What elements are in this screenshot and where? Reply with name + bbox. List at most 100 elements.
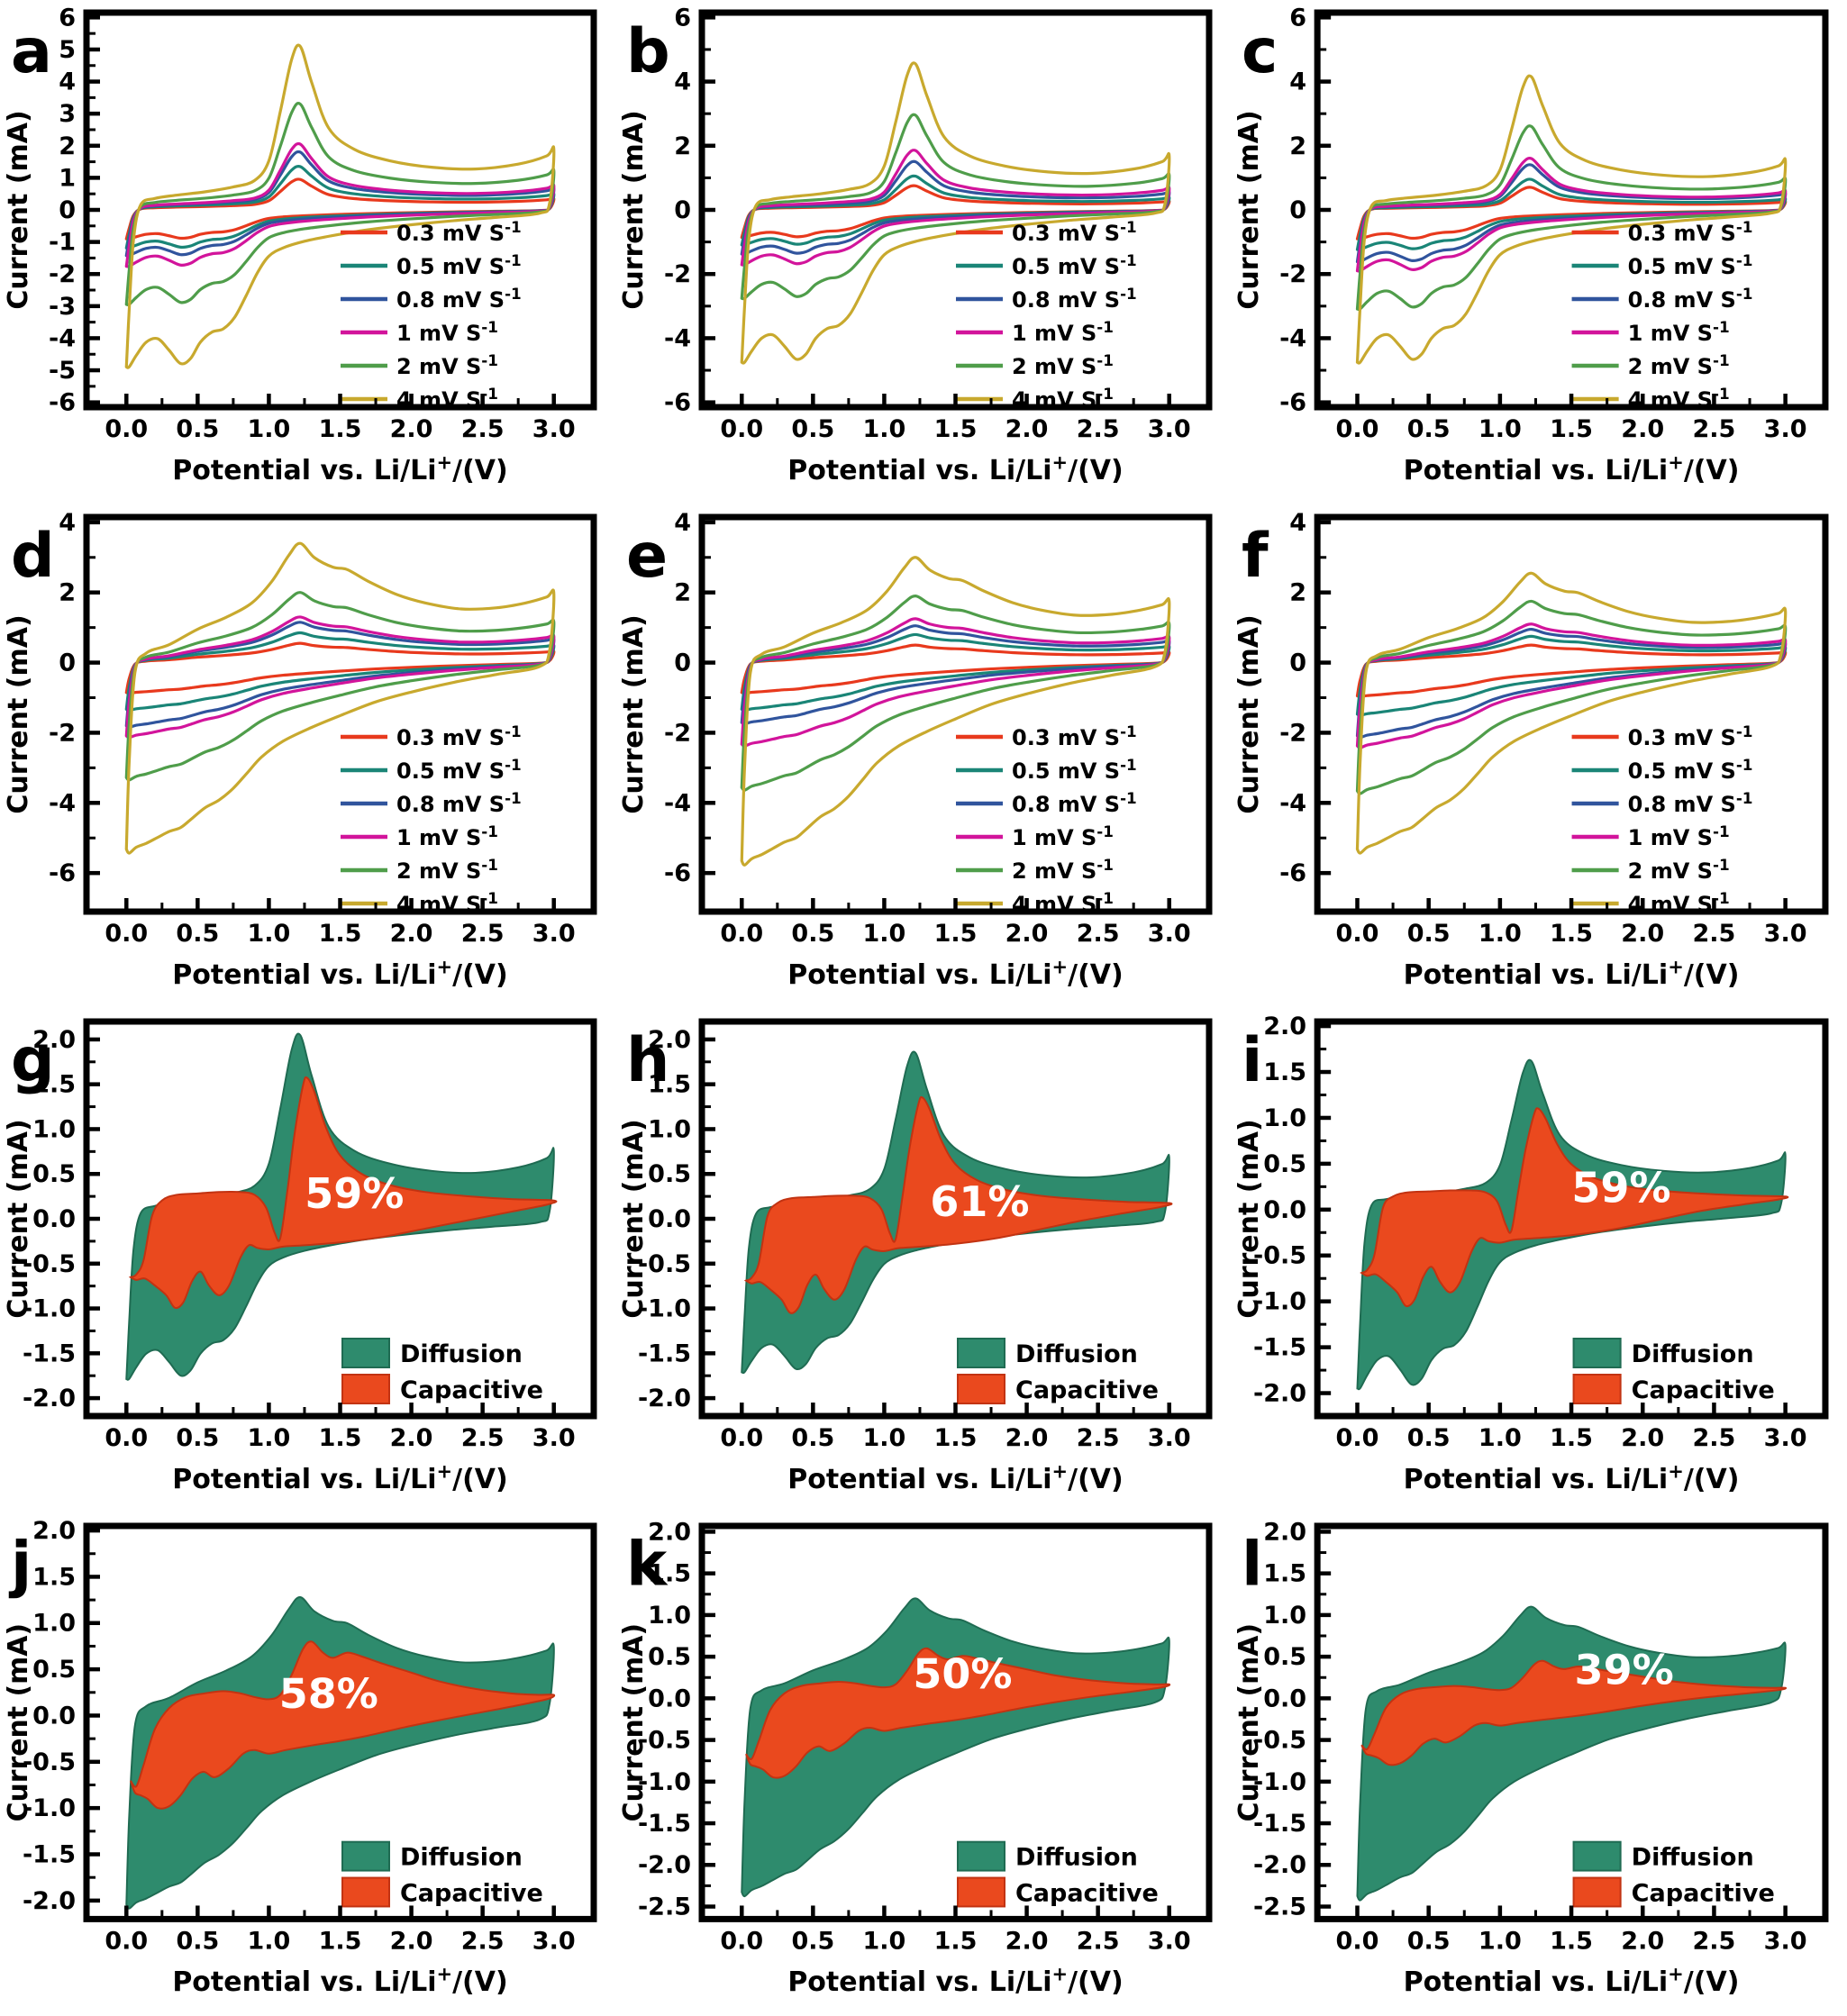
plot-area <box>740 556 1171 867</box>
x-tick-label: 2.5 <box>1077 1424 1120 1452</box>
y-tick-label: -1.0 <box>1253 1768 1306 1796</box>
x-tick-label: 2.0 <box>1005 1424 1049 1452</box>
y-tick-label: 0.5 <box>1263 1643 1306 1671</box>
cv-chart-f: 0.3 mV S-1 0.5 mV S-1 0.8 mV S-1 1 mV S-1 2 … <box>1233 509 1829 991</box>
legend-label: 0.5 mV S-1 <box>1012 756 1137 784</box>
y-tick-label: -2 <box>1279 719 1306 747</box>
x-axis-label: Potential vs. Li/Li+/(V) <box>787 1964 1123 1998</box>
x-tick-label: 1.0 <box>863 1927 906 1955</box>
y-tick-label: 1 <box>59 164 76 192</box>
y-tick-label: 1.0 <box>32 1610 76 1638</box>
plot-frame <box>1314 1018 1829 1420</box>
y-tick-label: 2 <box>59 579 76 607</box>
cv-curve-4-mv-s-1 <box>124 541 556 855</box>
legend-label: 1 mV S-1 <box>1628 318 1730 346</box>
x-tick-label: 0.5 <box>176 920 219 948</box>
y-tick-label: 1.0 <box>648 1602 691 1630</box>
y-axis-label: Current (mA) <box>1233 1623 1265 1821</box>
x-tick-label: 3.0 <box>532 1927 576 1955</box>
decon-chart-j: 58% Diffusion Capacitive 0.0 0.5 1.0 1.5 2.0 2.5… <box>3 1517 597 1998</box>
y-tick-label: 0.5 <box>32 1656 76 1684</box>
legend-swatch-capacitive <box>1572 1374 1622 1404</box>
contribution-legend: Diffusion Capacitive <box>957 1338 1159 1404</box>
legend-label: 2 mV S-1 <box>396 351 498 379</box>
x-tick-label: 2.0 <box>1621 1927 1664 1955</box>
panel-letter-h: h <box>626 1025 669 1096</box>
panel-d: 0.3 mV S-1 0.5 mV S-1 0.8 mV S-1 1 mV S-1 2 … <box>0 504 615 1009</box>
y-tick-label: -2 <box>664 260 691 288</box>
x-tick-label: 0.5 <box>176 1927 219 1955</box>
legend-swatch-diffusion <box>1572 1338 1622 1368</box>
panel-letter-e: e <box>626 521 668 592</box>
x-tick-label: 0.0 <box>1336 1927 1379 1955</box>
legend-label: 0.5 mV S-1 <box>396 756 522 784</box>
legend-label: 2 mV S-1 <box>1012 351 1114 379</box>
scan-rate-legend: 0.3 mV S-1 0.5 mV S-1 0.8 mV S-1 1 mV S-1 2 … <box>956 722 1137 917</box>
plot-area <box>1355 571 1788 855</box>
y-tick-label: -0.5 <box>1253 1727 1306 1755</box>
legend-label-diffusion: Diffusion <box>1632 1844 1754 1872</box>
x-tick-label: 1.5 <box>319 415 362 443</box>
percent-label: 39% <box>1575 1646 1674 1694</box>
y-tick-label: 2.0 <box>648 1518 691 1546</box>
panel-letter-d: d <box>11 521 55 592</box>
legend-label-diffusion: Diffusion <box>400 1340 523 1368</box>
x-tick-label: 3.0 <box>1764 920 1807 948</box>
x-tick-label: 0.0 <box>105 1424 148 1452</box>
capacitive-area <box>1360 1107 1789 1308</box>
plot-frame <box>698 9 1213 411</box>
contribution-legend: Diffusion Capacitive <box>341 1338 543 1404</box>
y-tick-label: 4 <box>1289 68 1306 96</box>
x-tick-label: 2.5 <box>461 415 505 443</box>
plot-frame <box>698 1018 1213 1420</box>
x-tick-label: 1.5 <box>1550 920 1593 948</box>
x-axis-label: Potential vs. Li/Li+/(V) <box>1404 1964 1740 1998</box>
y-tick-label: 2.0 <box>32 1517 76 1545</box>
legend-label-diffusion: Diffusion <box>1015 1340 1138 1368</box>
x-tick-label: 1.0 <box>863 1424 906 1452</box>
x-tick-label: 2.5 <box>461 920 505 948</box>
panel-letter-l: l <box>1242 1530 1262 1601</box>
x-tick-label: 1.5 <box>319 1927 362 1955</box>
y-tick-label: -6 <box>1279 859 1306 887</box>
x-tick-label: 0.5 <box>791 920 834 948</box>
y-tick-label: -5 <box>49 357 76 385</box>
y-tick-label: -1.0 <box>23 1295 76 1323</box>
scan-rate-legend: 0.3 mV S-1 0.5 mV S-1 0.8 mV S-1 1 mV S-1 2 … <box>341 722 522 917</box>
decon-chart-i: 59% Diffusion Capacitive 0.0 0.5 1.0 1.5 2.0 2.5… <box>1233 1013 1829 1495</box>
contribution-legend: Diffusion Capacitive <box>1572 1840 1775 1907</box>
x-tick-label: 1.5 <box>319 1424 362 1452</box>
y-tick-label: 0 <box>59 649 76 677</box>
y-tick-label: -2.5 <box>1253 1893 1306 1921</box>
y-tick-label: 6 <box>674 4 691 32</box>
y-tick-label: 1.5 <box>32 1563 76 1591</box>
scan-rate-legend: 0.3 mV S-1 0.5 mV S-1 0.8 mV S-1 1 mV S-1 2 … <box>1571 722 1753 917</box>
y-axis-label: Current (mA) <box>3 614 34 813</box>
x-tick-label: 1.0 <box>863 920 906 948</box>
x-tick-label: 0.5 <box>791 415 834 443</box>
y-tick-label: 0 <box>1289 196 1306 224</box>
x-tick-label: 3.0 <box>1148 415 1191 443</box>
decon-chart-l: 39% Diffusion Capacitive 0.0 0.5 1.0 1.5 2.0 2.5… <box>1233 1518 1829 1998</box>
y-tick-label: -0.5 <box>1253 1242 1306 1270</box>
panel-i: 59% Diffusion Capacitive 0.0 0.5 1.0 1.5 2.0 2.5… <box>1231 1009 1847 1513</box>
plot-frame <box>1314 513 1829 915</box>
axis-ticks <box>89 1528 556 1917</box>
y-tick-label: -1.5 <box>1253 1810 1306 1838</box>
cv-chart-e: 0.3 mV S-1 0.5 mV S-1 0.8 mV S-1 1 mV S-1 2 … <box>618 509 1213 991</box>
legend-label: 0.3 mV S-1 <box>396 218 522 246</box>
cv-chart-b: 0.3 mV S-1 0.5 mV S-1 0.8 mV S-1 1 mV S-1 2 … <box>618 4 1213 486</box>
legend-label: 0.5 mV S-1 <box>1012 251 1137 279</box>
y-tick-label: -6 <box>1279 389 1306 417</box>
y-tick-label: 4 <box>1289 509 1306 537</box>
y-tick-label: 5 <box>59 36 76 64</box>
x-tick-label: 0.0 <box>1336 1424 1379 1452</box>
legend-label: 2 mV S-1 <box>396 856 498 884</box>
y-tick-label: -1.5 <box>638 1339 691 1367</box>
percent-label: 50% <box>913 1649 1012 1698</box>
x-tick-label: 1.5 <box>1550 1927 1593 1955</box>
y-tick-label: 2.0 <box>1263 1518 1306 1546</box>
capacitive-area <box>1360 1659 1788 1766</box>
diffusion-area <box>1356 1605 1787 1902</box>
diffusion-area <box>125 1596 555 1910</box>
